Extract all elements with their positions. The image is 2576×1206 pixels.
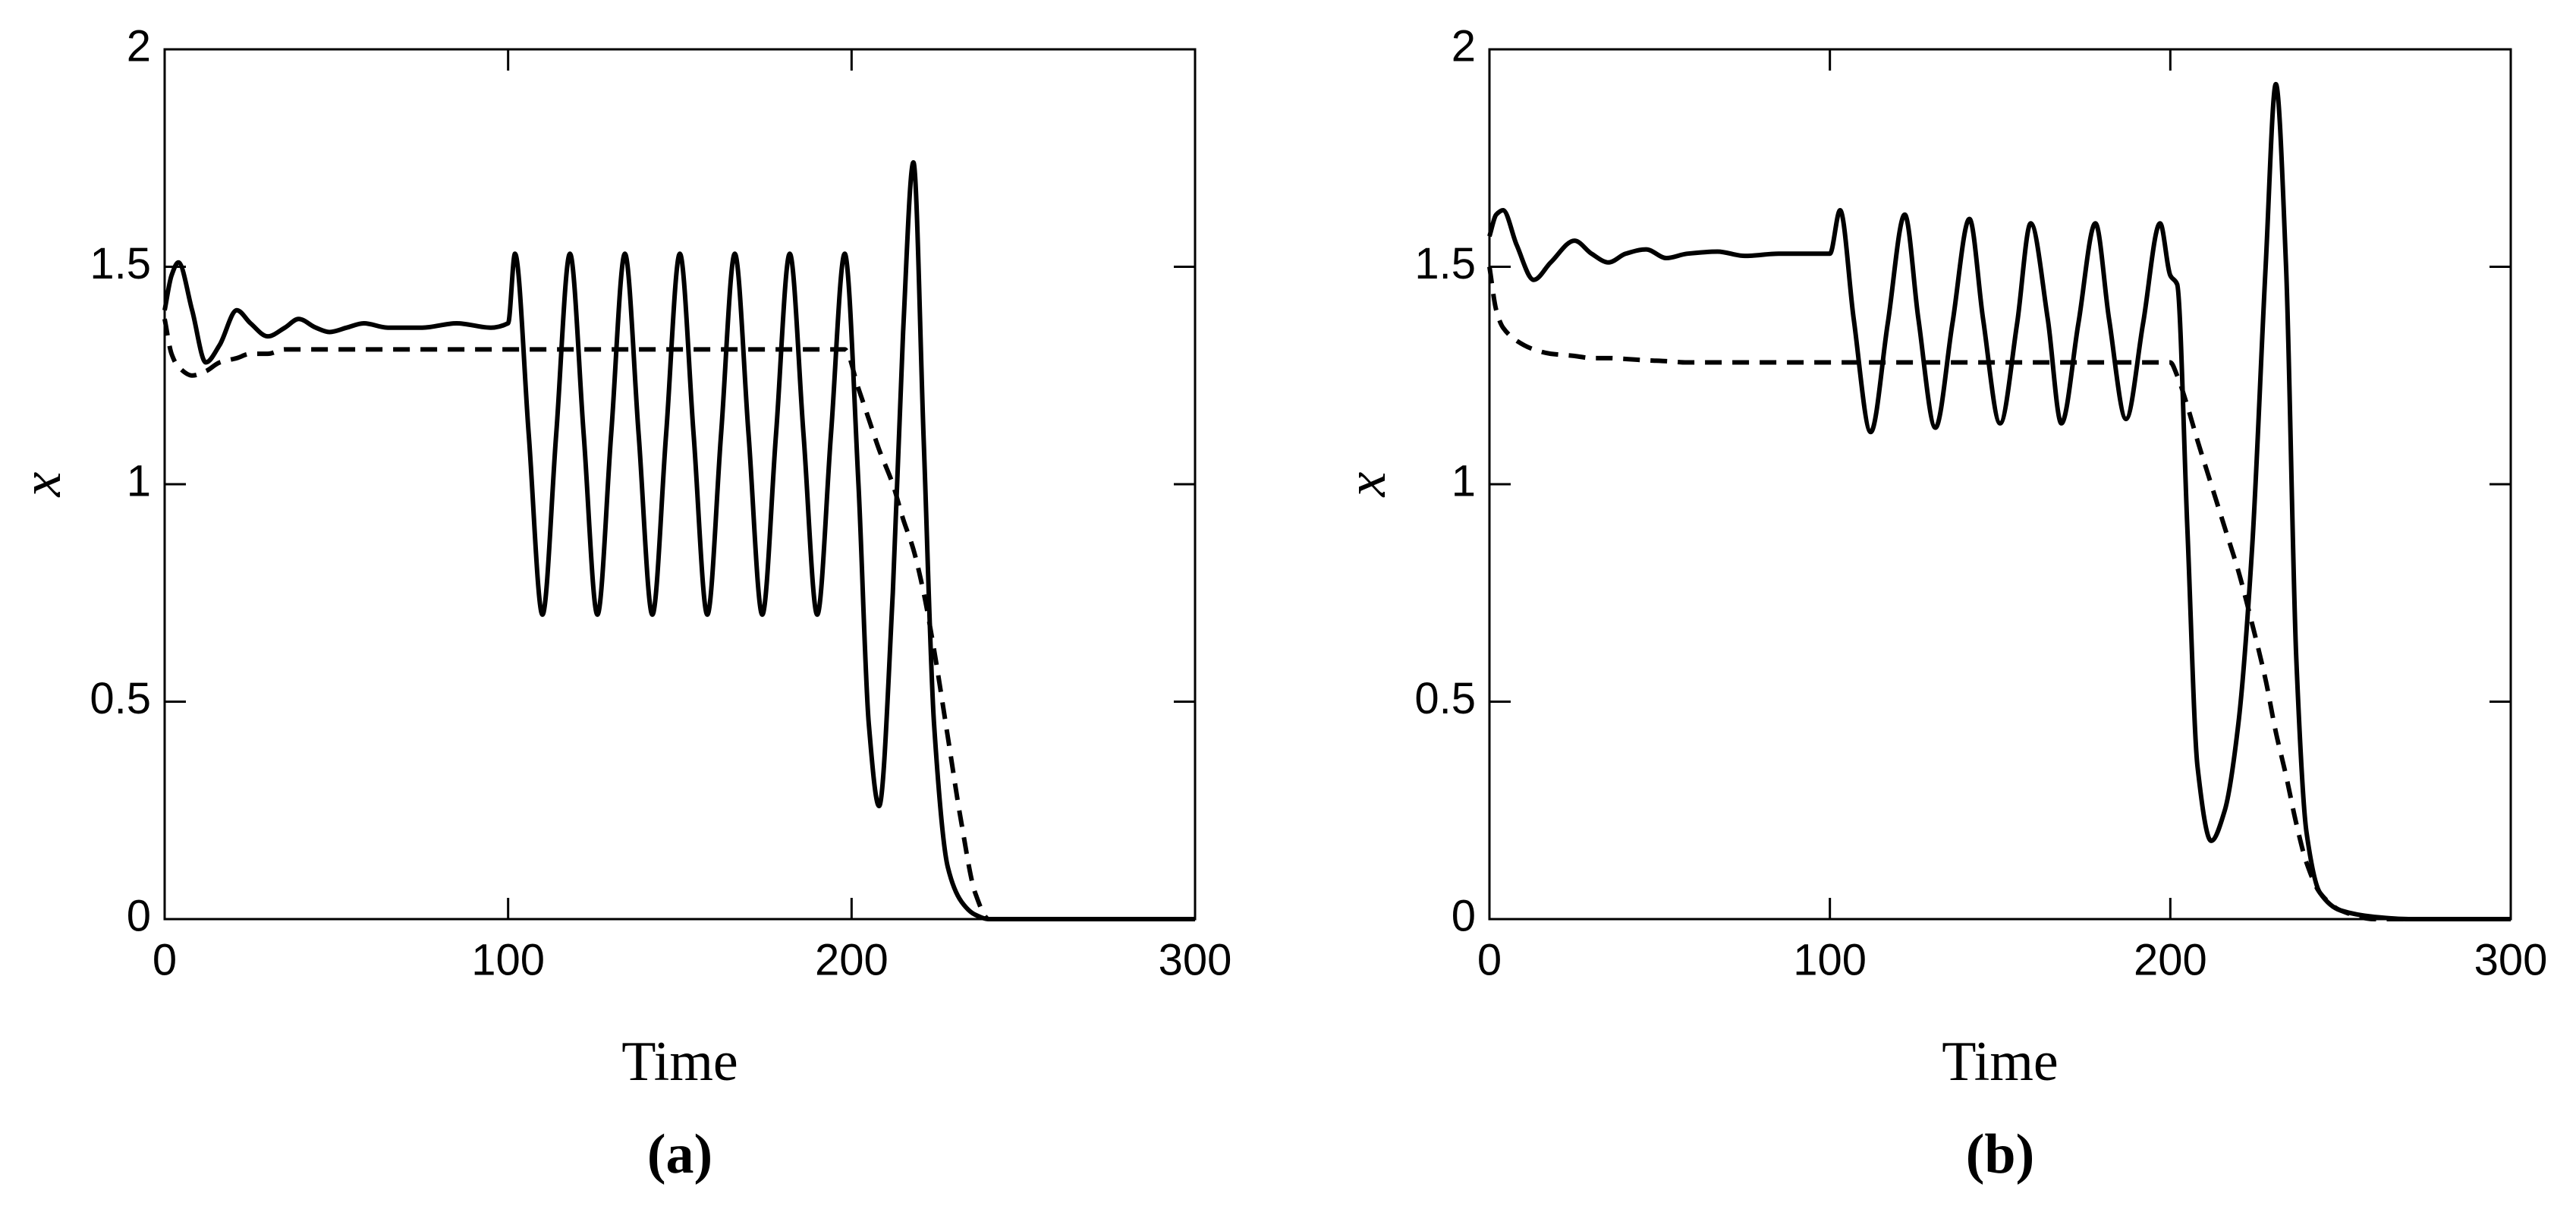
y-tick-label: 2: [1452, 21, 1476, 71]
y-tick-label: 2: [127, 21, 151, 71]
y-tick-label: 0: [1452, 891, 1476, 940]
panel-label: (a): [647, 1123, 712, 1186]
x-tick-label: 100: [1793, 935, 1867, 984]
y-tick-label: 1.5: [1414, 239, 1476, 288]
y-axis-label: x: [1335, 471, 1398, 497]
x-tick-label: 0: [1477, 935, 1502, 984]
y-tick-label: 0.5: [1414, 674, 1476, 723]
series-line: [162, 159, 1195, 922]
y-tick-label: 0: [127, 891, 151, 940]
panel-label: (b): [1966, 1123, 2034, 1186]
y-tick-label: 1: [1452, 456, 1476, 505]
axes-box: [1488, 48, 2512, 921]
x-axis-label: Time: [1942, 1031, 2059, 1093]
series-line: [1487, 81, 2511, 922]
x-tick-label: 200: [2134, 935, 2207, 984]
y-tick-label: 0.5: [90, 674, 151, 723]
x-tick-label: 300: [1159, 935, 1232, 984]
y-axis-label: x: [11, 471, 73, 497]
x-tick-label: 100: [471, 935, 545, 984]
axes-box: [163, 48, 1197, 921]
series-line: [1487, 266, 2511, 922]
y-tick-label: 1: [127, 456, 151, 505]
x-tick-label: 0: [153, 935, 177, 984]
x-axis-label: Time: [621, 1031, 738, 1093]
y-tick-label: 1.5: [90, 239, 151, 288]
series-line: [162, 318, 1195, 922]
x-tick-label: 300: [2474, 935, 2548, 984]
x-tick-label: 200: [815, 935, 889, 984]
